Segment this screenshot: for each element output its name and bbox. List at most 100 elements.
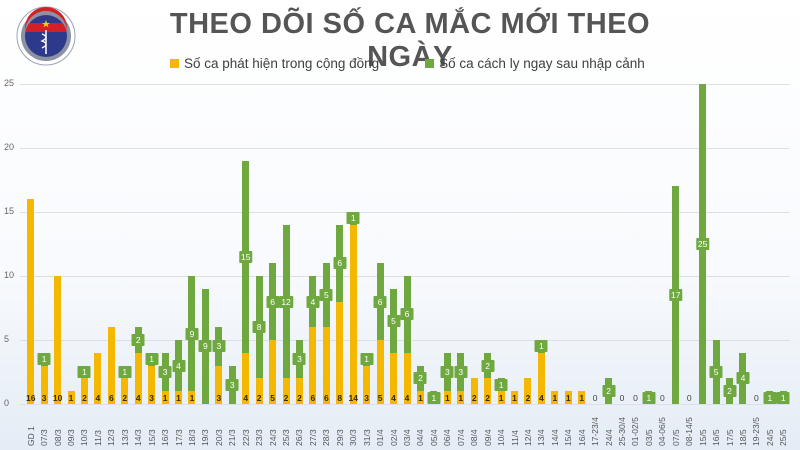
- data-label-zero: 0: [686, 393, 692, 403]
- x-tick-label: 24/3: [267, 429, 278, 446]
- data-label-zero: 0: [633, 393, 638, 403]
- data-label-local: 1: [68, 393, 74, 403]
- data-label-local: 1: [444, 393, 450, 403]
- x-tick-label: 17/3: [173, 429, 184, 446]
- x-tick-label: 23/3: [254, 429, 265, 446]
- data-label-quarantine: 9: [198, 340, 212, 353]
- data-label-local: 4: [243, 393, 249, 403]
- data-label-quarantine: 5: [387, 314, 401, 327]
- data-label-local: 2: [525, 393, 531, 403]
- data-label-quarantine: 4: [736, 372, 750, 385]
- bar-local: [537, 352, 545, 404]
- bar-local: [188, 391, 196, 404]
- bar-local: [376, 340, 384, 404]
- data-label-local: 2: [297, 393, 302, 403]
- bar-local: [336, 301, 344, 404]
- data-label-local: 6: [310, 393, 316, 403]
- x-tick-label: 16/5: [711, 429, 722, 446]
- x-tick-label: 12/3: [106, 429, 117, 446]
- data-label-local: 2: [485, 393, 490, 403]
- x-tick-label: 21/3: [227, 429, 238, 446]
- bar-group: [376, 263, 384, 404]
- data-label-local: 5: [270, 393, 275, 403]
- data-label-quarantine: 6: [333, 257, 347, 270]
- data-label-local: 4: [391, 393, 396, 403]
- data-label-local: 1: [498, 393, 504, 403]
- bar-local: [457, 391, 465, 404]
- bar-group: [107, 327, 115, 404]
- bar-local: [255, 378, 263, 404]
- bar-local: [215, 365, 223, 404]
- bar-group: [67, 391, 75, 404]
- bar-group: [242, 160, 250, 404]
- bar-group: [27, 199, 35, 404]
- x-tick-label: 18/3: [186, 429, 197, 446]
- bar-local: [80, 378, 88, 404]
- bar-local: [443, 391, 451, 404]
- data-label-local: 2: [283, 393, 289, 403]
- data-label-quarantine: 1: [427, 391, 441, 404]
- data-label-quarantine: 1: [360, 353, 374, 366]
- data-label-quarantine: 2: [723, 385, 737, 398]
- data-label-local: 10: [52, 393, 63, 403]
- y-tick-label: 25: [4, 78, 15, 88]
- y-tick-label: 20: [4, 142, 15, 152]
- legend-item-local: Số ca phát hiện trong cộng đồng: [170, 56, 379, 71]
- x-tick-label: 28/3: [321, 429, 332, 446]
- bar-group: [255, 276, 263, 404]
- data-label-local: 2: [122, 393, 128, 403]
- chart-legend: Số ca phát hiện trong cộng đồng Số ca cá…: [170, 56, 645, 71]
- x-tick-label: 20/3: [213, 429, 224, 446]
- data-label-quarantine: 1: [642, 391, 656, 404]
- data-label-quarantine: 1: [346, 212, 360, 225]
- data-label-quarantine: 2: [481, 359, 495, 372]
- gridline: [20, 148, 790, 149]
- bar-local: [390, 352, 398, 404]
- bar-group: [511, 391, 518, 404]
- x-tick-label: 10/4: [496, 429, 507, 446]
- data-label-quarantine: 1: [118, 366, 132, 378]
- data-label-local: 4: [135, 393, 141, 403]
- x-tick-label: 25-30/4: [617, 417, 628, 446]
- x-tick-label: 15/4: [563, 429, 574, 446]
- bar-local: [269, 340, 277, 404]
- data-label-quarantine: 25: [695, 238, 710, 250]
- x-tick-label: 15/5: [697, 429, 708, 446]
- bar-local: [94, 352, 102, 404]
- legend-item-quarantine: Số ca cách ly ngay sau nhập cảnh: [425, 56, 645, 71]
- data-label-quarantine: 5: [319, 289, 333, 302]
- y-tick-label: 15: [4, 206, 15, 216]
- data-label-quarantine: 3: [212, 340, 226, 353]
- x-tick-label: 25/3: [281, 429, 292, 446]
- x-tick-label: 05/4: [428, 429, 439, 446]
- x-tick-label: 08/3: [52, 429, 63, 446]
- legend-swatch-local: [170, 59, 179, 68]
- x-tick-label: 14/4: [549, 429, 560, 446]
- x-tick-label: 06/4: [442, 429, 453, 446]
- bar-group: [403, 276, 411, 404]
- bar-local: [403, 352, 411, 404]
- data-label-quarantine: 1: [776, 391, 790, 404]
- data-label-quarantine: 4: [172, 359, 186, 372]
- bar-group: [578, 391, 586, 404]
- data-label-local: 6: [108, 393, 114, 403]
- x-tick-label: 24/4: [603, 429, 614, 446]
- x-tick-label: 09/4: [482, 429, 493, 446]
- x-tick-label: 16/3: [160, 429, 171, 446]
- data-label-local: 1: [162, 393, 168, 403]
- bar-group: [551, 391, 559, 404]
- data-label-local: 2: [256, 393, 262, 403]
- chart-title: THEO DÕI SỐ CA MẮC MỚI THEO NGÀY: [169, 8, 651, 73]
- x-tick-label: 02/4: [388, 429, 399, 446]
- data-label-local: 3: [149, 393, 155, 403]
- bar-group: [349, 212, 357, 404]
- bar-local: [416, 391, 424, 404]
- data-label-quarantine: 8: [252, 321, 266, 334]
- x-tick-label: 31/3: [361, 429, 372, 446]
- x-tick-label: 29/3: [334, 429, 345, 446]
- data-label-quarantine: 2: [131, 334, 145, 346]
- x-tick-label: 11/4: [509, 430, 520, 446]
- bar-local: [578, 391, 586, 404]
- data-label-local: 1: [418, 393, 423, 403]
- data-label-zero: 0: [659, 393, 665, 403]
